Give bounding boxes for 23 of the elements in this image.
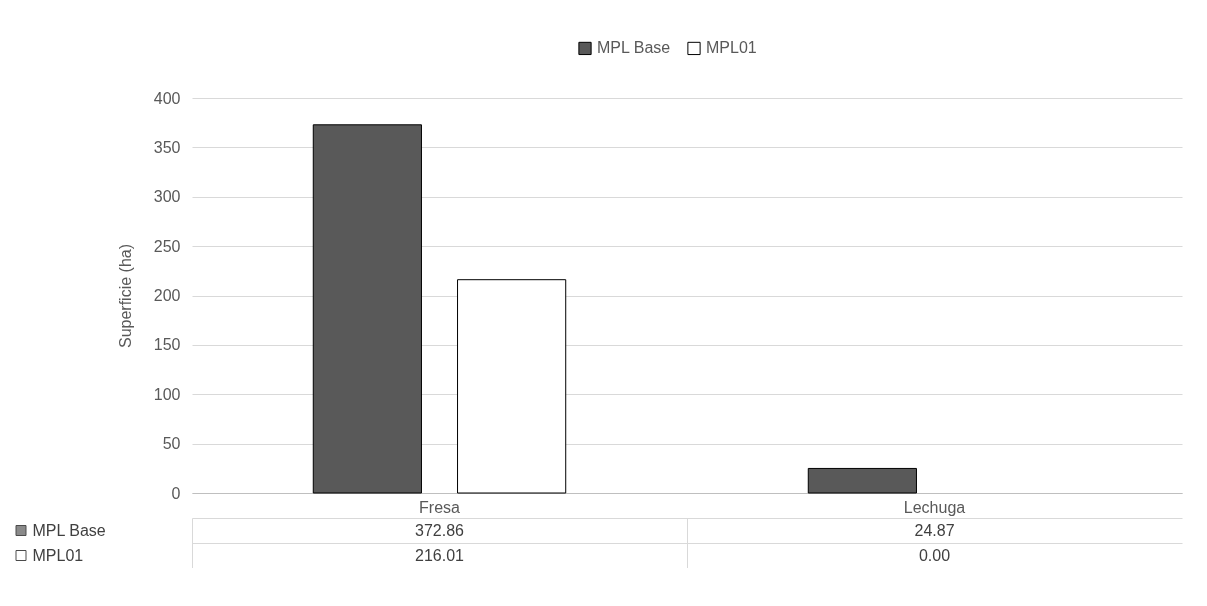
data-label: 24.87 [914,521,955,539]
data-label: 216.01 [415,546,465,564]
text: MPL Base [32,521,106,539]
y-tick-label: 300 [153,188,181,206]
x-tick-label: Lechuga [903,498,966,516]
bar [807,467,917,494]
x-tick-label: Fresa [419,498,461,516]
y-tick-label: 50 [162,435,181,453]
y-tick-label: 350 [153,138,181,156]
y-tick-label: 400 [153,89,181,107]
y-tick-label: 100 [153,385,181,403]
y-tick-label: 200 [153,287,181,304]
data-label: 0.00 [918,546,951,564]
y-tick-label: 250 [153,237,181,255]
legend-label: MPL01 [706,39,757,57]
data-label: 372.86 [415,521,465,539]
y-tick-label: 0 [171,484,181,502]
text: MPL01 [32,546,84,564]
y-tick-label: 150 [153,336,181,354]
bar [312,124,422,494]
legend-label: MPL Base [597,39,671,57]
y-axis-title: Superficie (ha) [116,243,134,349]
bar [457,279,567,494]
